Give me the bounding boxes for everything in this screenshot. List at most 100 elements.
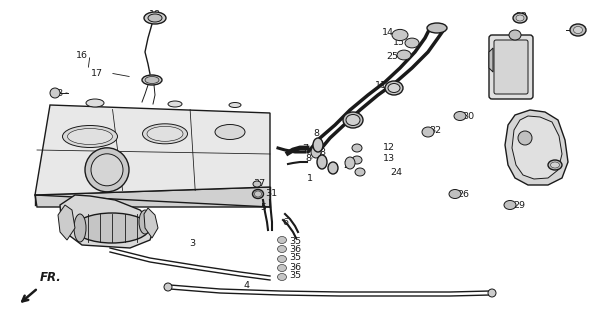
Text: 23: 23: [542, 140, 554, 149]
Text: 28: 28: [314, 148, 326, 156]
Text: 18: 18: [149, 10, 161, 19]
Text: 19: 19: [506, 77, 518, 86]
Text: 15: 15: [393, 37, 405, 46]
Polygon shape: [512, 116, 562, 179]
Ellipse shape: [148, 14, 162, 22]
Ellipse shape: [548, 160, 562, 170]
Ellipse shape: [277, 255, 286, 262]
Text: 24: 24: [390, 167, 402, 177]
Ellipse shape: [311, 146, 321, 158]
Text: 35: 35: [289, 270, 301, 279]
Ellipse shape: [574, 27, 582, 34]
Circle shape: [91, 154, 123, 186]
Ellipse shape: [405, 38, 419, 48]
Ellipse shape: [422, 127, 434, 137]
Polygon shape: [60, 195, 155, 248]
Polygon shape: [35, 187, 270, 207]
Text: 36: 36: [289, 262, 301, 271]
Text: 35: 35: [289, 253, 301, 262]
Ellipse shape: [168, 101, 182, 107]
Ellipse shape: [147, 126, 183, 141]
Ellipse shape: [343, 112, 363, 128]
Text: 32: 32: [429, 125, 441, 134]
Ellipse shape: [346, 115, 360, 125]
Text: 7: 7: [302, 143, 308, 153]
Circle shape: [85, 148, 129, 192]
Ellipse shape: [254, 191, 262, 197]
Ellipse shape: [253, 181, 261, 187]
Polygon shape: [35, 105, 270, 195]
Text: 16: 16: [76, 51, 88, 60]
Text: 25: 25: [386, 52, 398, 60]
Text: 13: 13: [383, 154, 395, 163]
Text: 11: 11: [375, 81, 387, 90]
Text: 27: 27: [574, 26, 586, 35]
Ellipse shape: [427, 23, 447, 33]
Ellipse shape: [392, 29, 408, 41]
Text: 4: 4: [244, 282, 250, 291]
Ellipse shape: [385, 81, 403, 95]
Ellipse shape: [317, 155, 327, 169]
Text: 10: 10: [343, 114, 355, 123]
Circle shape: [50, 88, 60, 98]
Text: 8: 8: [313, 129, 319, 138]
Ellipse shape: [397, 50, 411, 60]
FancyBboxPatch shape: [489, 35, 533, 99]
Ellipse shape: [504, 201, 516, 210]
Ellipse shape: [352, 144, 362, 152]
Polygon shape: [144, 208, 158, 238]
Text: 3: 3: [189, 238, 195, 247]
Text: 37: 37: [253, 179, 265, 188]
Ellipse shape: [513, 13, 527, 23]
Ellipse shape: [277, 265, 286, 271]
Ellipse shape: [74, 214, 86, 242]
Text: 28: 28: [343, 161, 355, 170]
Polygon shape: [505, 110, 568, 185]
Text: 29: 29: [513, 201, 525, 210]
Ellipse shape: [454, 111, 466, 121]
Text: FR.: FR.: [40, 271, 62, 284]
Ellipse shape: [74, 213, 150, 243]
Text: 33: 33: [51, 89, 63, 98]
Ellipse shape: [449, 189, 461, 198]
Circle shape: [164, 283, 172, 291]
Ellipse shape: [388, 84, 400, 92]
Text: 35: 35: [289, 236, 301, 245]
Ellipse shape: [509, 30, 521, 40]
Ellipse shape: [277, 274, 286, 281]
Text: 21: 21: [511, 34, 523, 43]
Text: 20: 20: [494, 54, 506, 63]
Polygon shape: [489, 48, 493, 72]
Ellipse shape: [277, 245, 286, 252]
Text: 6: 6: [282, 218, 288, 227]
Ellipse shape: [62, 125, 118, 148]
Ellipse shape: [145, 76, 159, 84]
Text: 9: 9: [330, 165, 336, 174]
Circle shape: [518, 131, 532, 145]
Text: 8: 8: [305, 154, 311, 163]
Text: 30: 30: [462, 111, 474, 121]
Text: 34: 34: [543, 162, 555, 171]
Ellipse shape: [355, 168, 365, 176]
Ellipse shape: [229, 102, 241, 108]
Text: 26: 26: [457, 189, 469, 198]
Ellipse shape: [86, 99, 104, 107]
Ellipse shape: [550, 162, 559, 168]
Ellipse shape: [516, 15, 524, 21]
Text: 22: 22: [515, 12, 527, 20]
Ellipse shape: [142, 75, 162, 85]
Ellipse shape: [352, 156, 362, 164]
Text: 5: 5: [260, 203, 266, 212]
FancyBboxPatch shape: [494, 40, 528, 94]
Ellipse shape: [144, 12, 166, 24]
Text: 31: 31: [265, 188, 277, 197]
Text: 17: 17: [91, 68, 103, 77]
Ellipse shape: [143, 124, 187, 144]
Ellipse shape: [313, 138, 323, 152]
Ellipse shape: [570, 24, 586, 36]
Text: 12: 12: [383, 142, 395, 151]
Ellipse shape: [345, 157, 355, 169]
Text: 36: 36: [289, 244, 301, 253]
Text: 1: 1: [307, 173, 313, 182]
Circle shape: [488, 289, 496, 297]
